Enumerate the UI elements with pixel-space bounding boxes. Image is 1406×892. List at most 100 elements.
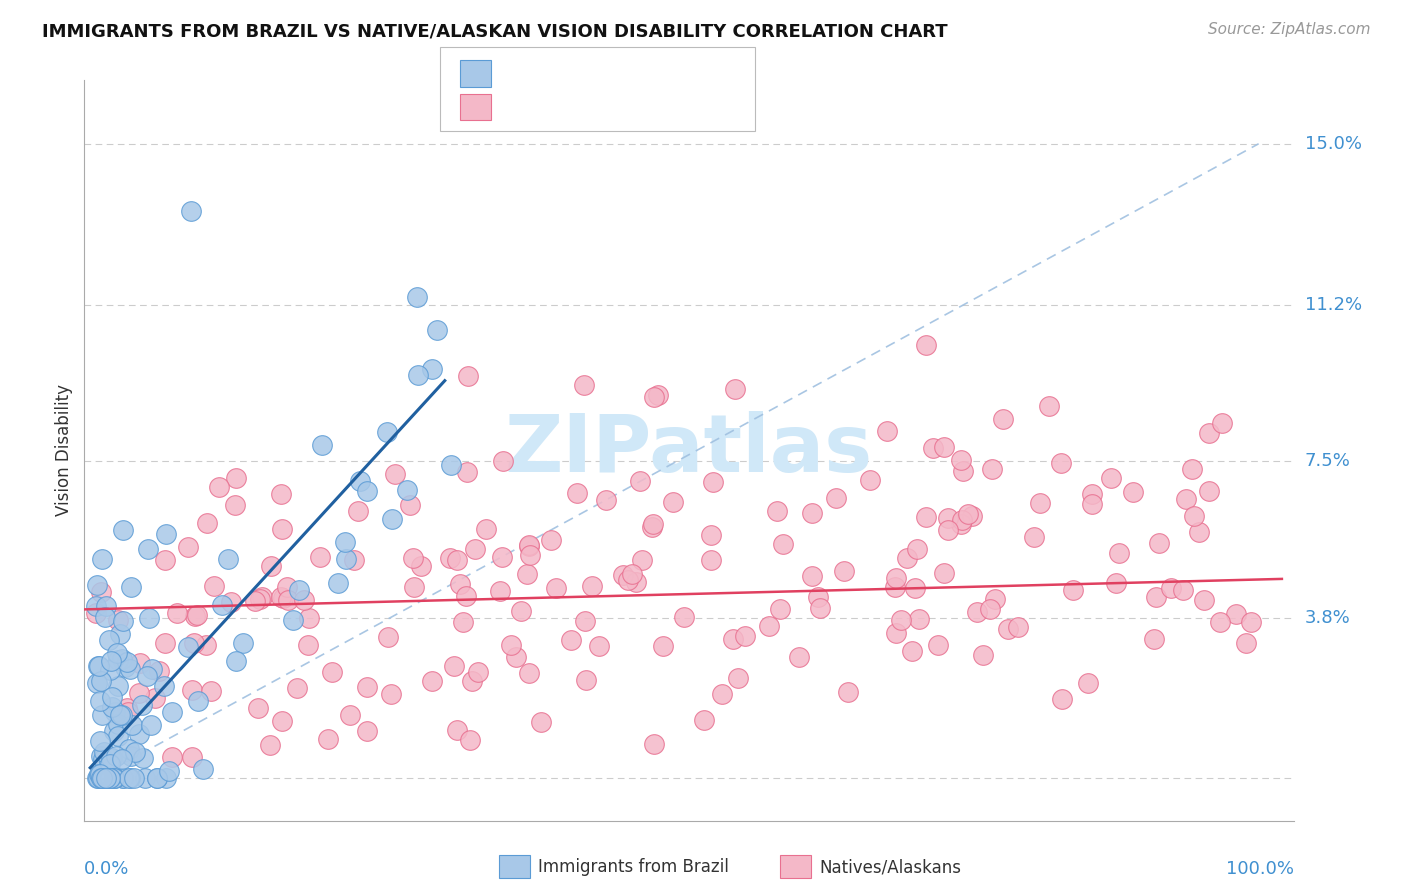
Point (934, 440, 956, 454)
Point (356, 483, 378, 498)
Point (107, 653, 129, 667)
Point (297, 638, 319, 652)
Point (157, 764, 180, 778)
Point (128, 726, 150, 740)
Point (488, 583, 510, 598)
Point (883, 581, 905, 595)
Point (672, 610, 695, 624)
Point (180, 682, 202, 697)
Point (458, 733, 481, 747)
Point (211, 598, 233, 612)
Point (270, 487, 292, 501)
Point (405, 290, 427, 304)
Point (84, 599, 107, 613)
Point (1240, 615, 1263, 630)
Point (90, 748, 112, 763)
Point (492, 454, 515, 468)
Point (160, 705, 183, 719)
Point (700, 553, 723, 567)
Point (643, 517, 665, 532)
Point (270, 590, 292, 604)
Point (326, 576, 349, 591)
Point (86, 578, 108, 592)
Point (225, 654, 247, 668)
Point (1198, 426, 1220, 441)
Point (544, 581, 567, 595)
Point (631, 553, 654, 567)
Point (90, 584, 112, 599)
Point (876, 425, 898, 439)
Point (595, 492, 617, 507)
Point (187, 694, 209, 708)
Point (195, 516, 218, 530)
Point (457, 369, 479, 384)
Point (91, 707, 114, 722)
Point (800, 569, 823, 583)
Point (153, 636, 176, 650)
Point (1144, 591, 1167, 605)
Point (1081, 497, 1104, 511)
Point (727, 671, 749, 685)
Point (540, 533, 562, 548)
Point (155, 772, 177, 786)
Point (184, 608, 207, 623)
Point (1234, 636, 1257, 650)
Point (647, 388, 669, 402)
Point (858, 473, 880, 487)
Point (311, 438, 333, 452)
Point (467, 665, 489, 679)
Point (120, 580, 142, 594)
Point (249, 591, 271, 606)
Point (117, 705, 139, 719)
Point (1022, 530, 1045, 544)
Text: 3.8%: 3.8% (1305, 608, 1350, 626)
Point (984, 591, 1007, 606)
Point (927, 639, 949, 653)
Point (89, 734, 111, 748)
Point (1174, 492, 1197, 507)
Point (298, 611, 321, 625)
Point (426, 323, 449, 337)
Point (801, 506, 824, 520)
Point (957, 507, 980, 521)
Point (384, 467, 406, 481)
Point (1122, 485, 1144, 500)
Point (129, 656, 152, 670)
Point (131, 698, 153, 713)
Point (1198, 483, 1220, 498)
Point (93, 745, 115, 759)
Point (276, 580, 298, 594)
Text: Source: ZipAtlas.com: Source: ZipAtlas.com (1208, 22, 1371, 37)
Point (446, 723, 468, 738)
Point (89, 772, 111, 786)
Point (491, 550, 513, 565)
Point (807, 590, 830, 604)
Point (112, 772, 135, 786)
Point (997, 622, 1019, 636)
Text: 15.0%: 15.0% (1305, 135, 1361, 153)
Text: R = 0.065: R = 0.065 (505, 97, 603, 117)
Point (138, 611, 160, 625)
Point (936, 510, 959, 524)
Point (111, 772, 134, 786)
Point (260, 558, 283, 573)
Point (87, 772, 110, 786)
Point (356, 723, 378, 738)
Point (702, 475, 724, 489)
Point (439, 550, 461, 565)
Point (952, 464, 974, 478)
Point (122, 772, 145, 786)
Point (321, 665, 343, 680)
Point (643, 738, 665, 752)
Point (136, 541, 159, 556)
Point (224, 498, 246, 512)
Point (700, 528, 723, 542)
Point (118, 772, 141, 786)
Point (464, 542, 486, 557)
Point (721, 632, 744, 646)
Point (1062, 583, 1084, 598)
Text: ZIPatlas: ZIPatlas (505, 411, 873, 490)
Point (132, 751, 155, 765)
Point (103, 772, 125, 786)
Point (87, 659, 110, 673)
